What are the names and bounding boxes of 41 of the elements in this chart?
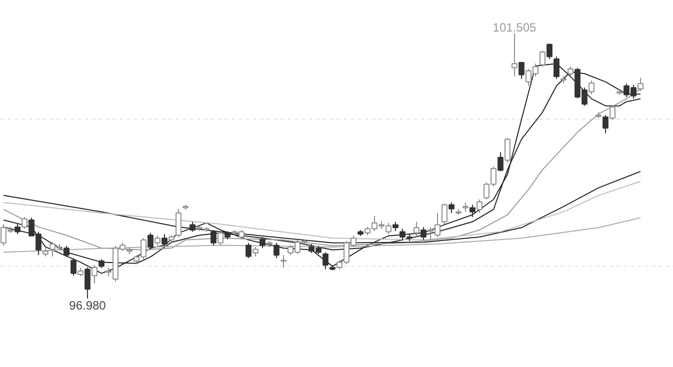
candlestick — [70, 258, 76, 276]
candlestick — [442, 203, 448, 225]
candlestick — [246, 242, 252, 259]
candlestick — [322, 252, 328, 270]
candlestick — [210, 229, 216, 246]
candlestick — [420, 226, 426, 240]
candlestick — [218, 230, 224, 246]
candlestick — [554, 56, 560, 80]
candlestick — [638, 77, 644, 92]
candlestick — [568, 66, 574, 78]
candlestick — [154, 235, 160, 246]
candlestick — [414, 221, 420, 236]
candlestick — [602, 114, 608, 134]
candlestick — [392, 221, 398, 232]
candlestick — [540, 50, 546, 68]
candlestick — [518, 61, 524, 80]
candlestick — [280, 254, 286, 268]
annotation: 101.505 — [492, 20, 537, 34]
candlestick — [588, 80, 594, 95]
candlestick — [252, 246, 258, 257]
candlestick — [92, 264, 98, 284]
candlestick — [176, 208, 182, 238]
candlestick — [476, 199, 482, 214]
candlestick — [274, 242, 280, 259]
annotation: 96.980 — [69, 298, 106, 312]
candlestick — [504, 138, 510, 164]
candlestick — [148, 232, 154, 250]
candlestick — [448, 202, 454, 214]
candlestick — [190, 221, 196, 232]
candlestick — [546, 43, 552, 60]
candlestick — [64, 245, 70, 258]
candlestick — [14, 224, 20, 235]
candlestick — [84, 266, 90, 299]
candlestick — [470, 204, 476, 218]
candlestick — [260, 236, 266, 249]
candlestick — [462, 202, 468, 212]
candlestick — [498, 152, 504, 172]
candlestick — [610, 104, 616, 120]
candlestick — [512, 33, 518, 78]
candlestick — [162, 234, 168, 246]
candlestick — [22, 216, 28, 230]
